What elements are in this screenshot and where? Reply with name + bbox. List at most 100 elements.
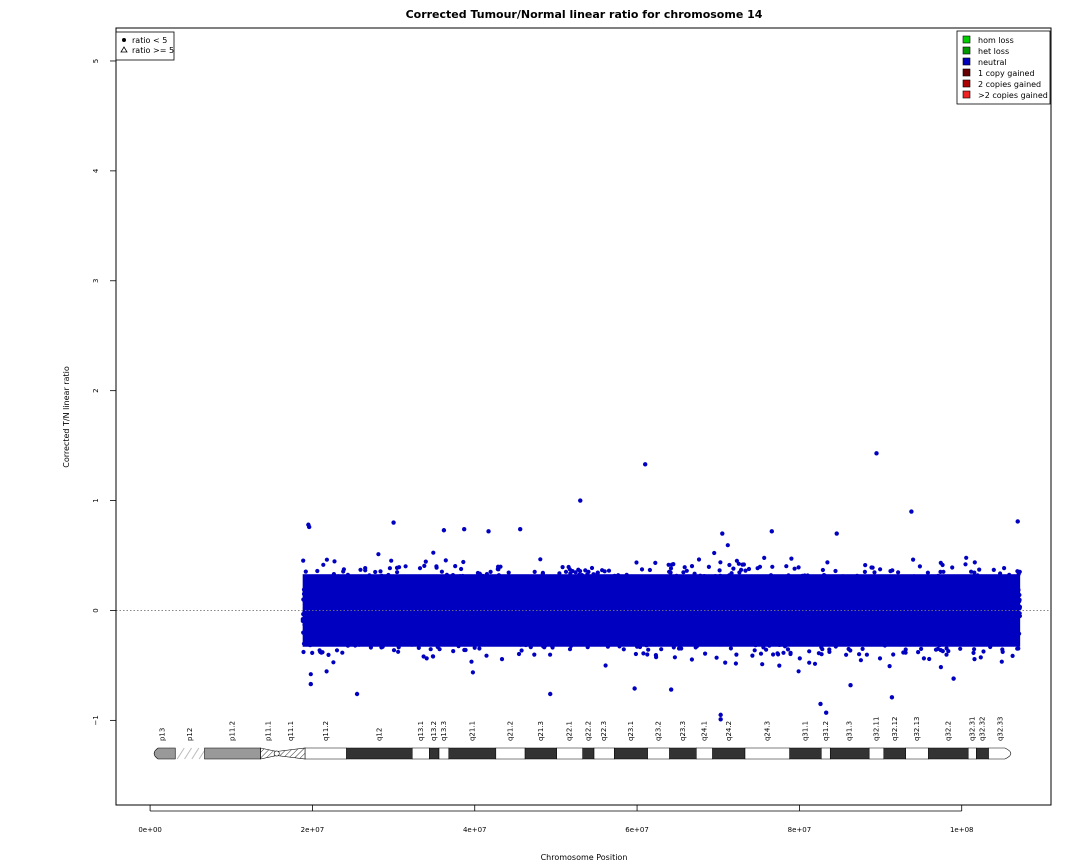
data-point: [911, 557, 916, 562]
data-point: [417, 566, 423, 571]
data-point: [484, 653, 489, 658]
data-point: [784, 564, 789, 569]
data-point: [538, 557, 543, 562]
data-point: [453, 564, 458, 569]
data-point: [681, 570, 686, 575]
data-point: [958, 646, 963, 651]
data-point: [972, 560, 977, 565]
data-point: [785, 647, 791, 652]
data-point: [1000, 647, 1005, 652]
data-point: [869, 565, 874, 570]
data-point: [978, 655, 983, 660]
data-point: [991, 567, 996, 573]
data-point: [439, 569, 444, 574]
data-point: [727, 562, 732, 568]
data-point: [647, 567, 653, 573]
data-point: [977, 567, 982, 572]
data-point: [1010, 653, 1015, 659]
data-point: [963, 562, 968, 567]
data-point: [736, 561, 741, 566]
data-point: [792, 566, 797, 571]
data-point: [734, 558, 740, 563]
data-point: [950, 565, 955, 570]
data-point: [424, 656, 429, 661]
data-point: [741, 562, 747, 567]
data-point: [925, 570, 931, 575]
data-point: [940, 562, 945, 568]
data-points-layer: [300, 543, 1023, 677]
data-point: [718, 560, 723, 565]
data-point: [682, 565, 687, 570]
data-point: [696, 557, 702, 562]
data-point: [633, 651, 639, 657]
data-point: [964, 555, 969, 560]
data-point: [431, 550, 436, 555]
data-point: [358, 567, 363, 572]
data-point: [896, 570, 901, 575]
data-point: [373, 569, 378, 575]
data-point: [469, 659, 474, 664]
data-point: [428, 647, 433, 652]
data-point: [714, 655, 719, 660]
data-point: [863, 563, 868, 568]
data-point: [877, 656, 883, 661]
data-point: [499, 657, 505, 662]
data-point: [728, 646, 734, 651]
data-point: [451, 649, 456, 654]
data-point: [621, 647, 626, 652]
data-point: [641, 651, 646, 656]
data-point: [689, 564, 695, 569]
data-point: [391, 648, 397, 653]
data-point: [646, 647, 651, 652]
data-point: [919, 646, 924, 652]
data-point: [423, 559, 428, 564]
data-point: [981, 649, 986, 654]
data-point: [935, 646, 941, 652]
data-point: [903, 647, 908, 652]
data-point: [340, 650, 345, 655]
data-point: [318, 649, 323, 655]
data-point: [796, 669, 801, 674]
data-point: [887, 664, 892, 669]
data-point: [712, 550, 717, 556]
data-point: [396, 649, 401, 654]
data-point: [437, 647, 442, 652]
data-point: [938, 665, 944, 670]
data-point: [602, 569, 607, 574]
data-point: [750, 653, 755, 658]
data-point: [858, 658, 864, 663]
data-point: [878, 567, 883, 572]
data-point: [775, 651, 780, 656]
data-point: [816, 651, 822, 656]
data-point: [378, 569, 383, 574]
x-axis-label: Chromosome Position: [541, 853, 628, 862]
data-point: [760, 662, 765, 667]
data-point: [567, 647, 573, 652]
data-point: [789, 556, 794, 561]
data-point: [781, 650, 786, 655]
data-point: [972, 657, 977, 662]
data-point: [506, 570, 511, 575]
data-point: [332, 559, 337, 564]
data-point: [461, 559, 466, 565]
chart-title: Corrected Tumour/Normal linear ratio for…: [406, 8, 763, 21]
data-point: [308, 672, 313, 677]
data-point: [1016, 646, 1021, 651]
data-point: [470, 670, 475, 675]
data-point: [890, 568, 895, 573]
data-point: [301, 649, 306, 655]
data-point: [833, 568, 838, 574]
data-point: [917, 564, 923, 569]
data-point: [862, 569, 868, 575]
data-point: [639, 567, 645, 572]
data-point: [583, 568, 588, 573]
data-point: [725, 543, 730, 548]
data-point: [654, 655, 659, 660]
data-point: [752, 648, 757, 653]
data-point: [999, 659, 1004, 664]
data-point: [570, 569, 575, 574]
data-point: [532, 652, 537, 657]
data-point: [807, 649, 812, 654]
data-point: [387, 566, 392, 571]
